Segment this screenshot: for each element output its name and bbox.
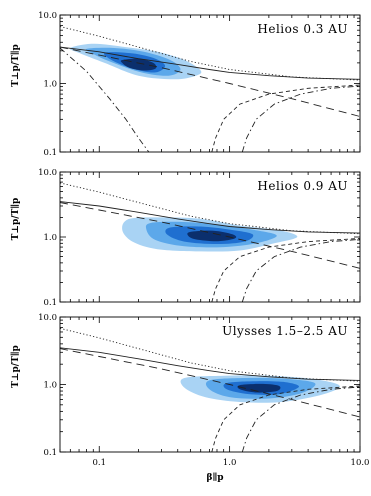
panel-title: Helios 0.3 AU xyxy=(257,22,348,36)
threshold-curve-solid xyxy=(60,46,360,80)
y-tick-label: 1.0 xyxy=(43,80,57,90)
threshold-curve-solid xyxy=(60,347,360,381)
x-axis-label: β∥p xyxy=(206,472,223,483)
panel-helios-0-3: Helios 0.3 AU 10.0 1.0 0.1 T⊥p/T∥p xyxy=(10,11,361,158)
y-axis-label: T⊥p/T∥p xyxy=(10,345,21,388)
density-contour-level-4 xyxy=(237,383,281,393)
tick-marks xyxy=(59,171,361,303)
threshold-curve-long-dash xyxy=(60,46,360,117)
threshold-curve-short-dash xyxy=(211,385,360,452)
threshold-curve-dash-dot xyxy=(241,238,360,302)
threshold-curve-short-dash xyxy=(211,84,360,152)
y-axis-label: T⊥p/T∥p xyxy=(10,198,21,241)
panel-helios-0-9: Helios 0.9 AU 10.0 1.0 0.1 T⊥p/T∥p xyxy=(10,168,361,308)
panel-ulysses: Ulysses 1.5–2.5 AU 10.0 1.0 0.1 T⊥p/T∥p … xyxy=(10,313,369,483)
threshold-curve-dash-dot xyxy=(241,85,360,152)
threshold-curve-dash-dot xyxy=(60,47,150,152)
y-tick-label: 0.1 xyxy=(43,148,57,158)
tick-marks xyxy=(59,316,361,453)
threshold-curves-helios-0-3 xyxy=(60,26,360,152)
density-contours-helios-0-3 xyxy=(69,43,202,80)
threshold-curve-solid xyxy=(60,201,360,234)
y-tick-label: 0.1 xyxy=(43,448,57,458)
threshold-curves-helios-0-9 xyxy=(60,182,360,302)
y-tick-label: 10.0 xyxy=(38,11,57,21)
y-tick-label: 1.0 xyxy=(43,381,57,391)
y-axis-label: T⊥p/T∥p xyxy=(10,44,21,87)
x-tick-label: 1.0 xyxy=(223,458,237,468)
threshold-curves-ulysses xyxy=(60,327,360,452)
threshold-curve-long-dash xyxy=(60,202,360,269)
density-contour-level-4 xyxy=(187,230,237,242)
tick-marks xyxy=(59,14,361,153)
y-tick-label: 1.0 xyxy=(43,233,57,243)
panel-title: Ulysses 1.5–2.5 AU xyxy=(222,324,348,338)
y-tick-label: 10.0 xyxy=(38,313,57,323)
threshold-curve-long-dash xyxy=(60,348,360,418)
x-tick-label: 10.0 xyxy=(351,458,370,468)
y-tick-label: 10.0 xyxy=(38,168,57,178)
y-tick-label: 0.1 xyxy=(43,298,57,308)
x-tick-label: 0.1 xyxy=(92,458,106,468)
threshold-curve-dash-dot xyxy=(241,386,360,452)
panel-title: Helios 0.9 AU xyxy=(257,179,348,193)
